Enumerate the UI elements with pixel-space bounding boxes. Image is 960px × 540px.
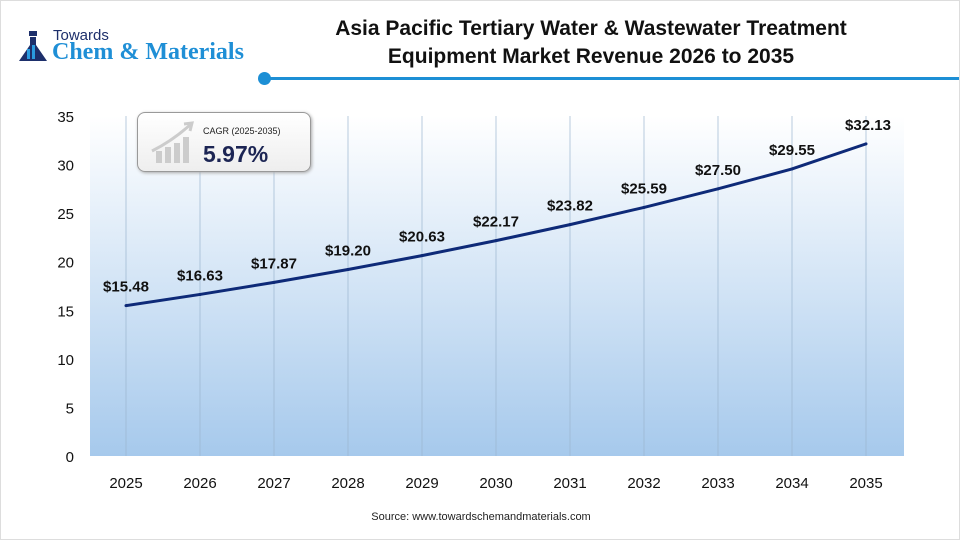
chart-title: Asia Pacific Tertiary Water & Wastewater… [271, 15, 911, 71]
data-label: $23.82 [547, 198, 593, 215]
y-tick-label: 25 [57, 206, 74, 223]
y-tick-label: 30 [57, 158, 74, 175]
title-rule [263, 77, 959, 80]
y-tick-label: 10 [57, 352, 74, 369]
plot-area [90, 116, 904, 456]
data-label: $22.17 [473, 214, 519, 231]
data-point [124, 304, 128, 308]
title-line-2: Equipment Market Revenue 2026 to 2035 [387, 45, 795, 68]
x-tick-label: 2034 [775, 475, 808, 492]
data-label: $15.48 [103, 279, 149, 296]
x-tick-label: 2029 [405, 475, 438, 492]
growth-chart-icon [151, 121, 194, 163]
data-point [420, 254, 424, 258]
data-label: $19.20 [325, 242, 371, 259]
data-point [568, 223, 572, 227]
data-label: $25.59 [621, 180, 667, 197]
data-point [346, 267, 350, 271]
x-tick-label: 2032 [627, 475, 660, 492]
cagr-value: 5.97% [203, 141, 269, 167]
data-label: $32.13 [845, 117, 891, 134]
data-point [642, 205, 646, 209]
x-tick-label: 2030 [479, 475, 512, 492]
data-label: $16.63 [177, 267, 223, 284]
source-note: Source: www.towardschemandmaterials.com [371, 511, 591, 523]
y-tick-label: 15 [57, 303, 74, 320]
x-tick-label: 2033 [701, 475, 734, 492]
y-tick-label: 20 [57, 255, 74, 272]
x-tick-label: 2031 [553, 475, 586, 492]
x-tick-label: 2035 [849, 475, 882, 492]
title-line-1: Asia Pacific Tertiary Water & Wastewater… [335, 17, 847, 40]
x-tick-label: 2027 [257, 475, 290, 492]
data-point [198, 292, 202, 296]
logo-main-text: Chem & Materials [52, 39, 244, 65]
data-label: $27.50 [695, 162, 741, 179]
data-point [864, 142, 868, 146]
x-tick-label: 2025 [109, 475, 142, 492]
data-label: $17.87 [251, 255, 297, 272]
data-point [494, 239, 498, 243]
data-point [790, 167, 794, 171]
data-label: $29.55 [769, 142, 815, 159]
x-tick-label: 2028 [331, 475, 364, 492]
flask-icon [19, 31, 47, 61]
y-tick-label: 5 [66, 400, 74, 417]
logo-top-text: Towards [53, 27, 109, 44]
x-tick-label: 2026 [183, 475, 216, 492]
data-point [272, 280, 276, 284]
cagr-label: CAGR (2025-2035) [203, 126, 281, 136]
title-dot [258, 72, 271, 85]
data-label: $20.63 [399, 229, 445, 246]
y-tick-label: 0 [66, 449, 74, 466]
data-point [716, 187, 720, 191]
y-tick-label: 35 [57, 109, 74, 126]
cagr-box: CAGR (2025-2035) 5.97% [137, 112, 311, 172]
